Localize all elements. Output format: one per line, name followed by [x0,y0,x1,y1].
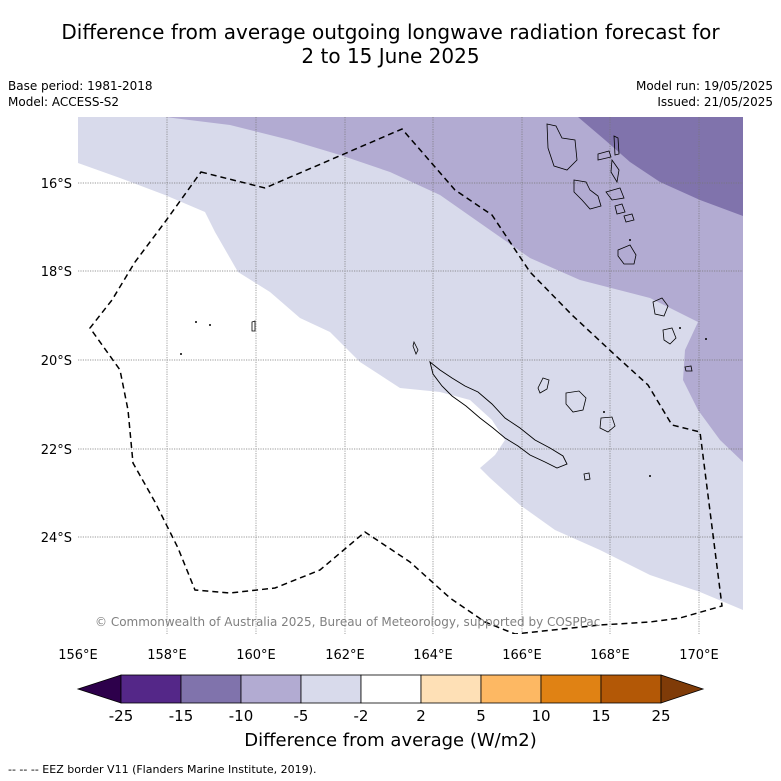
colorbar-tick: 2 [416,707,426,725]
small-islet [195,321,197,323]
small-islet [209,324,211,326]
colorbar [76,674,705,704]
espiritu-santo-island [546,123,578,171]
copyright-notice: © Commonwealth of Australia 2025, Bureau… [95,615,600,629]
malekula-island [573,179,602,210]
small-islet [705,338,707,340]
colorbar-extend-high [660,674,705,704]
vanuatu-island-pentecost [610,158,620,184]
latitude-labels: 16°S 18°S 20°S 22°S 24°S [41,177,72,546]
vanuatu-island-maewo [597,150,612,161]
colorbar-extend-low [76,674,122,704]
colorbar-tick: -5 [294,707,309,725]
colorbar-tick: 25 [651,707,670,725]
base-period: Base period: 1981-2018 [8,79,153,93]
efate-island [617,244,637,265]
colorbar-swatch [360,674,422,704]
colorbar-swatch [120,674,182,704]
new-caledonia-island [429,360,568,469]
erromango-island [652,297,669,317]
map-title-line-2: 2 to 15 June 2025 [301,44,480,68]
anomaly-band-dark [578,117,743,216]
issued-date: Issued: 21/05/2025 [657,95,773,109]
model-run: Model run: 19/05/2025 [635,79,773,93]
colorbar-swatch [540,674,602,704]
colorbar-tick: 10 [531,707,550,725]
lon-label: 160°E [236,648,276,663]
lat-label: 18°S [41,265,72,280]
grid-lines [78,117,743,634]
vanuatu-island-epi [614,203,626,215]
colorbar-tick: 15 [591,707,610,725]
colorbar-tick: -2 [354,707,369,725]
small-islet [649,475,651,477]
small-islet [180,353,182,355]
lon-label: 162°E [325,648,365,663]
ambrym-island [605,187,625,201]
lat-label: 24°S [41,531,72,546]
lat-label: 22°S [41,443,72,458]
mare-island [599,416,616,433]
colorbar-tick: 5 [476,707,486,725]
vanuatu-island-shepherd [623,213,635,223]
colorbar-swatch [480,674,542,704]
colorbar-tick: -15 [169,707,194,725]
isle-of-pines [583,472,591,481]
small-islet [679,327,681,329]
colorbar-tick: -10 [229,707,254,725]
ouvea-island [537,377,550,394]
colorbar-swatch [240,674,302,704]
lat-label: 16°S [41,177,72,192]
map-area: © Commonwealth of Australia 2025, Bureau… [78,117,743,634]
small-islet [603,411,605,413]
anomaly-band-medium [165,117,743,462]
colorbar-swatch [600,674,662,704]
chesterfield-reef [251,320,256,332]
model-name: Model: ACCESS-S2 [8,95,120,109]
tanna-island [662,327,677,345]
vanuatu-island-gaua [613,135,620,156]
longitude-labels: 156°E 158°E 160°E 162°E 164°E 166°E 168°… [58,648,719,663]
colorbar-caption: Difference from average (W/m2) [244,730,537,751]
lon-label: 168°E [590,648,630,663]
small-islet [629,239,631,241]
colorbar-tick: -25 [109,707,134,725]
lon-label: 170°E [679,648,719,663]
colorbar-ticks: -25 -15 -10 -5 -2 2 5 10 15 25 [109,707,671,725]
lifou-island [565,390,587,413]
lon-label: 164°E [413,648,453,663]
colorbar-swatch [180,674,242,704]
colorbar-swatch [420,674,482,704]
lon-label: 158°E [147,648,187,663]
lon-label: 156°E [58,648,98,663]
colorbar-swatch [300,674,362,704]
eez-legend-note: -- -- -- EEZ border V11 (Flanders Marine… [8,763,317,776]
lon-label: 166°E [502,648,542,663]
lat-label: 20°S [41,354,72,369]
map-title-line-1: Difference from average outgoing longwav… [61,20,720,44]
belep-islands [412,340,419,355]
aneityum-island [684,365,693,372]
